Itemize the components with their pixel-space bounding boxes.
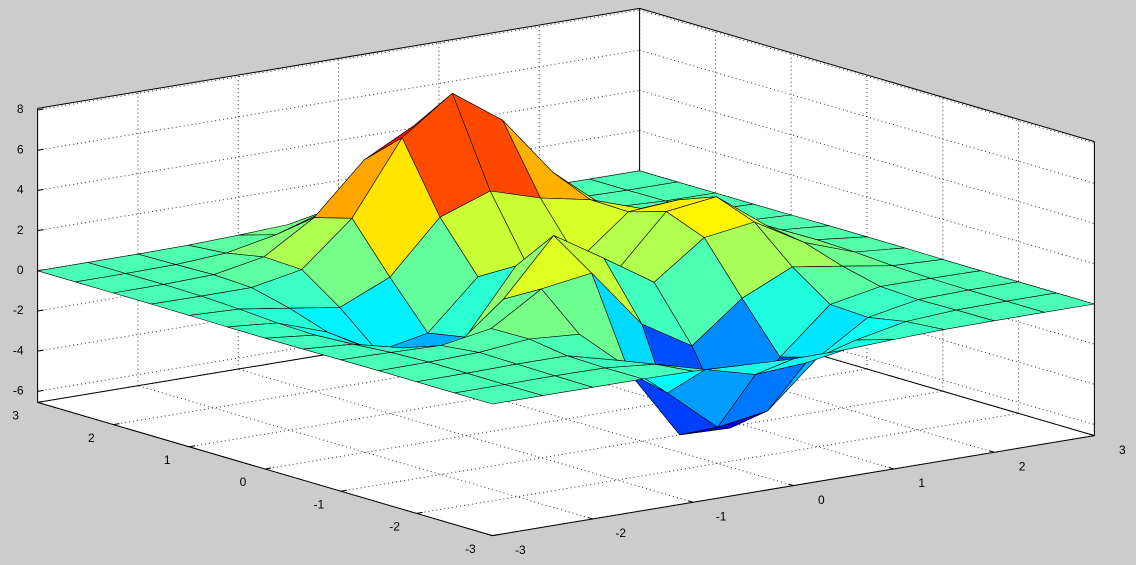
z-tick-label: 2	[17, 223, 24, 237]
grid-line	[137, 385, 593, 520]
z-tick-label: 0	[17, 263, 24, 277]
z-tick-label: 4	[17, 183, 24, 197]
y-tick-label: 1	[164, 453, 171, 467]
tick-mark	[37, 309, 44, 312]
y-tick-label: -2	[389, 520, 400, 534]
x-tick-label: -3	[515, 543, 526, 557]
grid-line	[37, 49, 640, 151]
axis-line	[639, 7, 1095, 143]
z-tick-label: -2	[13, 303, 24, 317]
tick-mark	[37, 229, 44, 232]
grid-line	[639, 9, 1095, 144]
y-tick-label: -3	[465, 542, 476, 556]
y-tick-label: -1	[313, 497, 324, 511]
grid-line	[340, 390, 943, 492]
tick-mark	[37, 188, 44, 191]
y-tick-label: 2	[88, 431, 95, 445]
z-tick-label: 8	[17, 102, 24, 116]
tick-mark	[37, 148, 44, 151]
axis-line	[37, 401, 493, 537]
grid-line	[639, 290, 1095, 426]
tick-mark	[37, 108, 44, 111]
grid-line	[238, 368, 694, 503]
tick-mark	[37, 389, 44, 392]
surface-patch	[454, 384, 543, 405]
x-tick-label: 0	[818, 493, 825, 507]
y-tick-label: 3	[12, 409, 19, 423]
grid-line	[37, 9, 640, 111]
grid-line	[37, 130, 640, 232]
grid-line	[37, 89, 640, 191]
z-tick-label: -4	[13, 343, 24, 357]
z-tick-label: -6	[13, 384, 24, 398]
x-tick-label: -2	[615, 526, 626, 540]
x-tick-label: 3	[1119, 443, 1126, 457]
grid-line	[639, 130, 1095, 265]
x-tick-label: 2	[1019, 459, 1026, 473]
y-tick-label: 0	[240, 475, 247, 489]
grid-line	[639, 89, 1095, 225]
axis-line	[492, 435, 1095, 537]
grid-line	[416, 412, 1019, 514]
grid-line	[338, 351, 794, 487]
grid-line	[639, 49, 1095, 184]
x-tick-label: 1	[918, 476, 925, 490]
z-tick-label: 6	[17, 142, 24, 156]
axis-line	[37, 7, 640, 109]
x-tick-label: -1	[716, 509, 727, 523]
tick-mark	[37, 349, 44, 352]
